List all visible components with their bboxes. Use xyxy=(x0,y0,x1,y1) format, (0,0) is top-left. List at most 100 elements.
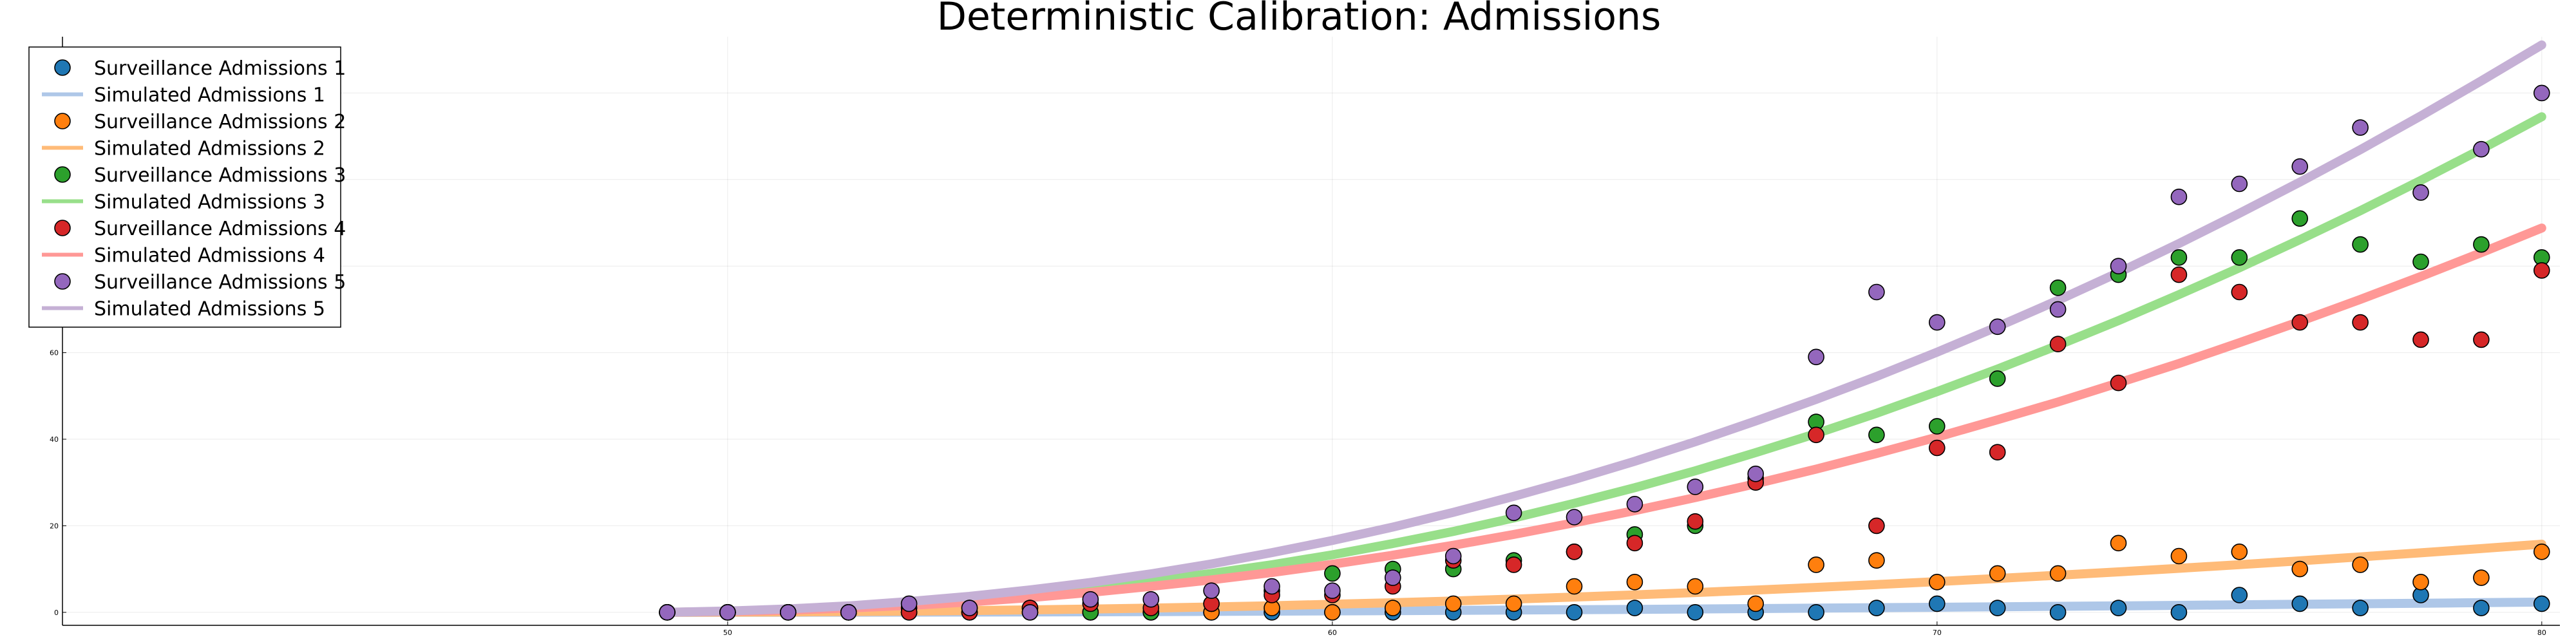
data-point xyxy=(1687,603,1704,621)
series-line-4 xyxy=(663,540,2546,617)
data-point xyxy=(1808,556,1824,573)
surveillance-points xyxy=(659,84,2550,621)
data-point xyxy=(2170,266,2188,283)
data-point xyxy=(1989,318,2006,336)
data-point xyxy=(1082,591,1099,608)
series-line-10 xyxy=(663,40,2546,617)
legend-marker xyxy=(54,113,71,129)
data-point xyxy=(1929,595,1946,612)
data-point xyxy=(2170,547,2188,565)
data-point xyxy=(1021,603,1039,621)
data-point xyxy=(2352,314,2369,331)
simulated-lines xyxy=(663,40,2546,617)
legend-label: Surveillance Admissions 5 xyxy=(94,271,346,294)
data-point xyxy=(1989,370,2006,387)
data-point xyxy=(1929,418,1946,435)
data-point xyxy=(1929,439,1946,457)
data-point xyxy=(1626,600,1643,616)
data-point xyxy=(2049,301,2067,318)
data-point xyxy=(2352,236,2369,253)
data-point xyxy=(2473,236,2490,253)
legend-label: Simulated Admissions 5 xyxy=(94,298,325,321)
legend-label: Surveillance Admissions 4 xyxy=(94,218,346,240)
data-point xyxy=(1566,603,1583,621)
data-point xyxy=(2231,249,2248,266)
y-tick-label: 20 xyxy=(50,522,59,530)
x-tick-label: 60 xyxy=(1328,629,1337,637)
legend-label: Simulated Admissions 3 xyxy=(94,191,325,214)
legend-label: Simulated Admissions 4 xyxy=(94,245,325,267)
data-point xyxy=(2049,565,2067,582)
data-point xyxy=(2352,600,2369,616)
data-point xyxy=(1868,600,1885,616)
data-point xyxy=(1929,573,1946,591)
legend-marker xyxy=(54,166,71,183)
data-point xyxy=(1566,509,1583,526)
data-point xyxy=(2049,336,2067,353)
data-point xyxy=(2412,253,2429,270)
data-point xyxy=(1868,283,1885,301)
data-point xyxy=(2473,331,2490,348)
data-point xyxy=(1505,595,1522,612)
legend-marker xyxy=(54,220,71,236)
data-point xyxy=(1626,495,1643,513)
data-point xyxy=(1444,595,1462,612)
data-point xyxy=(2291,158,2308,175)
data-point xyxy=(1808,426,1824,444)
data-point xyxy=(2110,258,2127,275)
data-point xyxy=(2231,587,2248,603)
data-point xyxy=(1626,535,1643,552)
data-point xyxy=(1324,565,1341,582)
data-point xyxy=(2473,140,2490,158)
data-point xyxy=(1808,603,1824,621)
data-point xyxy=(2291,314,2308,331)
data-point xyxy=(1989,565,2006,582)
data-point xyxy=(1264,578,1280,595)
x-tick-label: 80 xyxy=(2537,629,2546,637)
y-tick-label: 40 xyxy=(50,435,59,444)
data-point xyxy=(1324,582,1341,600)
data-point xyxy=(1566,543,1583,560)
x-tick-label: 70 xyxy=(1933,629,1942,637)
data-point xyxy=(2170,188,2188,205)
data-point xyxy=(1687,478,1704,495)
data-point xyxy=(1989,444,2006,461)
data-point xyxy=(1505,556,1522,573)
data-point xyxy=(2291,560,2308,578)
data-point xyxy=(2110,374,2127,392)
data-point xyxy=(1505,504,1522,522)
legend-label: Surveillance Admissions 3 xyxy=(94,164,346,187)
legend: Surveillance Admissions 1 Simulated Admis… xyxy=(28,46,346,328)
data-point xyxy=(1324,603,1341,621)
data-point xyxy=(2412,331,2429,348)
data-point xyxy=(961,600,978,616)
data-point xyxy=(2291,595,2308,612)
data-point xyxy=(1868,552,1885,569)
data-point xyxy=(1808,348,1824,366)
data-point xyxy=(2231,543,2248,560)
data-point xyxy=(659,603,676,621)
data-point xyxy=(2049,279,2067,296)
data-point xyxy=(1687,578,1704,595)
data-point xyxy=(1385,569,1401,586)
data-point xyxy=(1868,426,1885,444)
data-point xyxy=(1385,600,1401,616)
data-point xyxy=(1142,591,1159,608)
legend-label: Surveillance Admissions 1 xyxy=(94,57,346,80)
data-point xyxy=(1929,314,1946,331)
data-point xyxy=(1747,465,1764,482)
data-point xyxy=(840,603,857,621)
data-point xyxy=(2473,600,2490,616)
y-tick-label: 0 xyxy=(54,609,59,617)
legend-label: Surveillance Admissions 2 xyxy=(94,111,346,133)
data-point xyxy=(2170,603,2188,621)
data-point xyxy=(719,603,736,621)
data-point xyxy=(2231,283,2248,301)
data-point xyxy=(2533,84,2550,102)
data-point xyxy=(2049,603,2067,621)
data-point xyxy=(1203,582,1220,600)
chart-title: Deterministic Calibration: Admissions xyxy=(937,0,1662,39)
data-point xyxy=(1626,573,1643,591)
data-point xyxy=(2170,249,2188,266)
